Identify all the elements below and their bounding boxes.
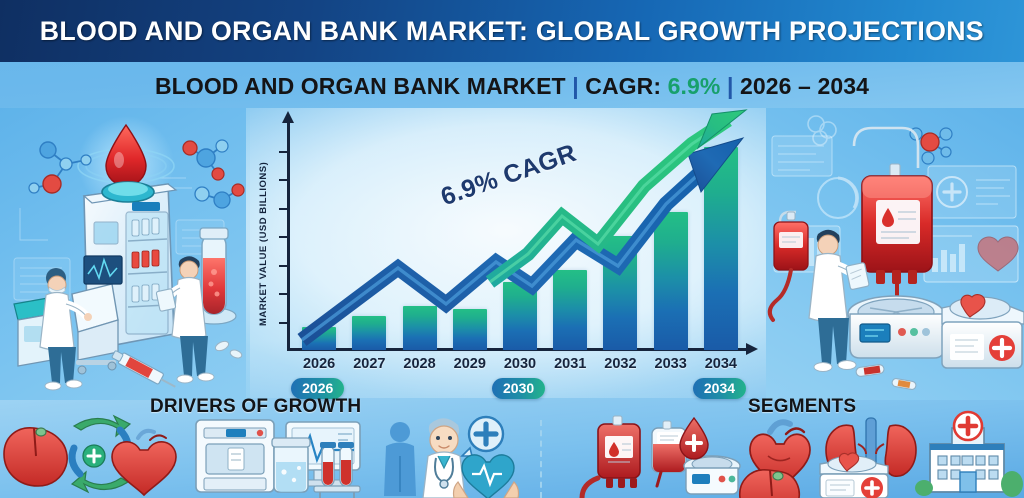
- left-illustration-panel: [0, 108, 250, 400]
- heart-scan-panel: [923, 225, 1019, 283]
- year-badge-2026[interactable]: 2026: [291, 378, 345, 399]
- y-axis-tick: [279, 293, 288, 295]
- bar-2028[interactable]: [402, 305, 437, 350]
- blood-processing-scene: [767, 115, 1024, 390]
- bar-2032[interactable]: [603, 236, 638, 350]
- organ-transport-cooler: [941, 294, 1024, 369]
- clipboard-icon: [845, 262, 870, 290]
- year-badge-2030[interactable]: 2030: [492, 378, 546, 399]
- centrifuge-display: [859, 323, 891, 343]
- heart-in-hands-icon: [452, 454, 520, 498]
- subheader-cagr-value: 6.9%: [667, 72, 721, 99]
- refrigerator-display-panel: [132, 202, 160, 211]
- specimen-jar-icon: [271, 437, 311, 493]
- test-tube-rack-icon: [313, 442, 361, 498]
- subheader-text: BLOOD AND ORGAN BANK MARKET | CAGR: 6.9%…: [155, 73, 869, 100]
- hospital-building-icon: [915, 410, 1023, 497]
- right-illustration-panel: [766, 108, 1024, 400]
- tree-icon: [1001, 471, 1023, 497]
- medical-cross-badge-icon: [460, 415, 505, 457]
- blood-drop-label-icon: [882, 208, 894, 227]
- medical-cross-panel: [927, 165, 1017, 219]
- lab-technician-male-right: [808, 229, 870, 372]
- subheader-separator-2: |: [726, 72, 734, 99]
- subheader: BLOOD AND ORGAN BANK MARKET | CAGR: 6.9%…: [0, 62, 1024, 110]
- year-label-2030: 2030: [503, 356, 537, 372]
- syringe-icon: [111, 350, 176, 388]
- y-axis-tick: [279, 321, 288, 324]
- y-axis-tick: [279, 264, 288, 267]
- iv-drip-stand: [767, 210, 809, 322]
- patient-silhouette-icon: [384, 422, 416, 496]
- section-divider: [540, 420, 542, 498]
- bar-2034[interactable]: [703, 147, 738, 350]
- year-label-2034: 2034: [704, 356, 737, 372]
- blood-bank-laboratory-scene: [13, 116, 245, 391]
- iv-tube-icon: [579, 475, 601, 498]
- bush-icon: [915, 480, 933, 496]
- blood-bag-icon-2: [651, 420, 687, 488]
- y-axis-label: MARKET VALUE (USD BILLIONS): [258, 161, 269, 326]
- subheader-cagr-label: CAGR:: [585, 72, 662, 99]
- liver-organ-icon: [739, 469, 801, 498]
- clipboard-icon: [155, 288, 177, 312]
- year-label-2026: 2026: [302, 356, 336, 372]
- y-axis-tick: [279, 236, 288, 238]
- segments-label: SEGMENTS: [748, 396, 857, 417]
- liver-icon: [3, 427, 68, 487]
- y-axis-tick: [279, 150, 288, 153]
- vial-icon-group: [855, 364, 917, 390]
- subheader-separator-1: |: [572, 72, 579, 99]
- centrifuge-icon-small: [683, 455, 741, 495]
- heart-icon: [111, 428, 177, 497]
- growth-chart: MARKET VALUE (USD BILLIONS): [246, 108, 766, 399]
- page-title: BLOOD AND ORGAN BANK MARKET: GLOBAL GROW…: [39, 15, 985, 46]
- x-axis-tick-labels: 2026 2027 2028 2029 2030 2031 2032 2033 2034: [294, 356, 746, 378]
- molecule-icon-top: [909, 127, 953, 165]
- data-dashboard-panel: [771, 135, 833, 177]
- bottom-icon-strip: [0, 400, 1024, 498]
- bar-2027[interactable]: [352, 316, 387, 350]
- pill-icon: [214, 340, 230, 352]
- bar-2029[interactable]: [452, 309, 487, 350]
- lab-technician-female: [39, 268, 92, 391]
- iv-tube: [767, 268, 793, 322]
- subheader-market-name: BLOOD AND ORGAN BANK MARKET: [154, 72, 566, 99]
- y-axis-tick: [279, 179, 288, 181]
- lab-workstation: [71, 255, 123, 375]
- organ-cooler-icon: [819, 452, 889, 498]
- heart-organ-in-cooler: [960, 294, 986, 318]
- year-badge-2034[interactable]: 2034: [692, 378, 747, 399]
- main-blood-bag: [852, 126, 933, 312]
- analyzer-machine-icon: [195, 419, 275, 493]
- year-label-2027: 2027: [353, 356, 386, 372]
- header-bar: BLOOD AND ORGAN BANK MARKET: GLOBAL GROW…: [0, 0, 1024, 62]
- bar-2033[interactable]: [653, 212, 688, 350]
- bar-2030[interactable]: [503, 281, 537, 350]
- pill-icon: [229, 349, 243, 359]
- blood-drop-cross-icon: [679, 416, 709, 460]
- computer-monitor: [83, 255, 123, 285]
- centrifuge-machine: [847, 295, 945, 359]
- cell-cluster-icon: [807, 115, 837, 146]
- year-label-2031: 2031: [554, 356, 587, 372]
- year-label-2029: 2029: [453, 356, 486, 372]
- lab-technician-male: [155, 256, 215, 384]
- hospital-entrance: [959, 471, 977, 493]
- bottom-icons: [3, 410, 1023, 498]
- bar-2026[interactable]: [302, 327, 337, 350]
- y-axis-tick: [279, 207, 288, 210]
- subheader-period: 2026 – 2034: [740, 72, 870, 99]
- year-label-2028: 2028: [403, 356, 436, 372]
- circular-gauge-icon: [817, 176, 859, 219]
- year-badge-row: 2026 2030 2034: [291, 378, 764, 402]
- y-axis-line: [282, 111, 294, 350]
- blood-vial-shelf-group: [127, 217, 168, 308]
- blood-bag-icon-1: [597, 415, 641, 488]
- year-label-2032: 2032: [604, 356, 637, 372]
- drivers-of-growth-label: DRIVERS OF GROWTH: [150, 396, 362, 417]
- bar-2031[interactable]: [553, 269, 588, 350]
- year-label-2033: 2033: [654, 356, 687, 372]
